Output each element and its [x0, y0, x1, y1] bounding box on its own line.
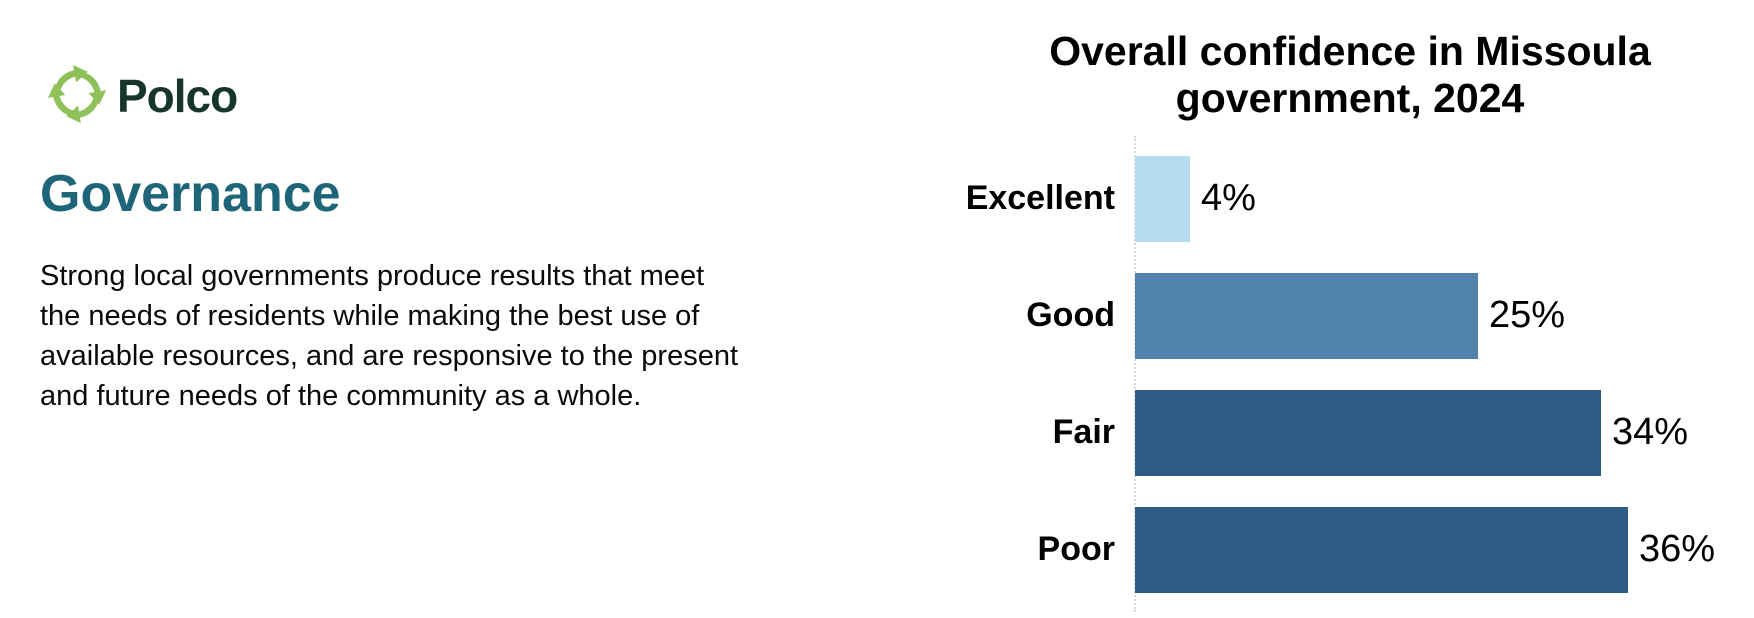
polco-pinwheel-icon	[47, 64, 107, 124]
bar-track: 36%	[1135, 506, 1745, 593]
value-label: 34%	[1612, 411, 1689, 453]
bar	[1135, 155, 1190, 242]
description-line: the needs of residents while making the …	[40, 300, 700, 332]
bar	[1135, 272, 1478, 359]
chart-title: Overall confidence in Missoula governmen…	[970, 28, 1730, 122]
value-label: 36%	[1639, 528, 1716, 570]
category-label: Poor	[1037, 530, 1115, 568]
chart-plot-area: Excellent 4% Good 25% Fair 34% Poor 36%	[955, 136, 1745, 612]
category-label: Good	[1026, 296, 1115, 334]
value-label: 25%	[1489, 294, 1566, 336]
description-line: Strong local governments produce results…	[40, 260, 705, 292]
category-label: Fair	[1052, 413, 1115, 451]
bar	[1135, 389, 1601, 476]
chart-row: Excellent 4%	[955, 140, 1745, 257]
description-line: available resources, and are responsive …	[40, 340, 739, 372]
category-label: Excellent	[965, 179, 1115, 217]
bar-track: 25%	[1135, 272, 1745, 359]
section-title: Governance	[40, 165, 341, 223]
y-axis-line	[1134, 136, 1136, 612]
polco-wordmark: Polco	[117, 70, 238, 122]
chart-row: Good 25%	[955, 257, 1745, 374]
value-label: 4%	[1201, 177, 1256, 219]
description-line: and future needs of the community as a w…	[40, 380, 642, 412]
bar-track: 34%	[1135, 389, 1745, 476]
chart-title-line: government, 2024	[1175, 75, 1525, 121]
section-description: Strong local governments produce results…	[40, 256, 900, 416]
polco-logo: Polco	[46, 60, 238, 128]
chart-row: Poor 36%	[955, 491, 1745, 608]
bar-track: 4%	[1135, 155, 1745, 242]
chart-row: Fair 34%	[955, 374, 1745, 491]
chart-title-line: Overall confidence in Missoula	[1049, 28, 1651, 74]
bar	[1135, 506, 1628, 593]
